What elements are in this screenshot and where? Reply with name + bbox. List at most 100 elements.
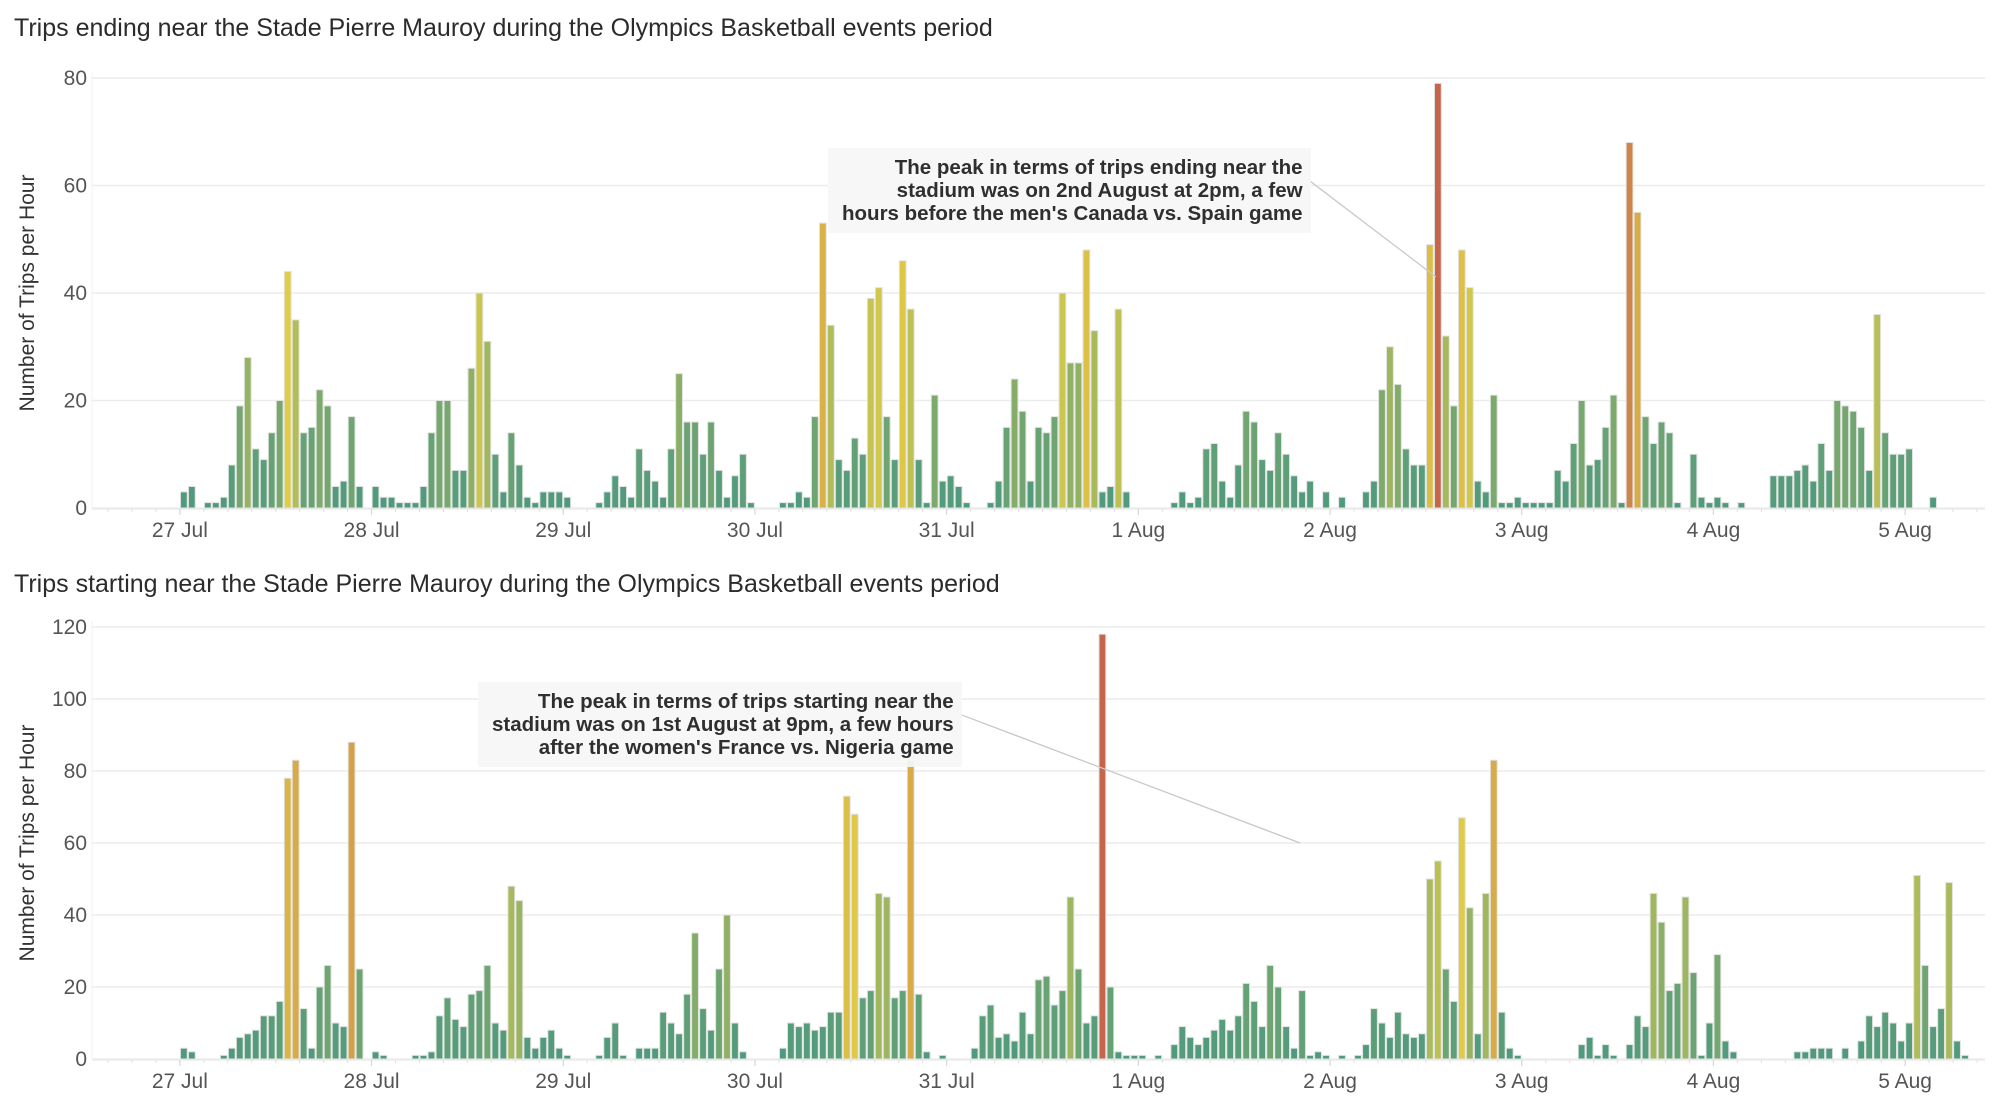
- y-axis-title: Number of Trips per Hour: [16, 175, 39, 412]
- bar: [531, 502, 540, 509]
- chart-trips-starting: Trips starting near the Stade Pierre Mau…: [0, 555, 1999, 1109]
- bar: [1018, 410, 1027, 509]
- bar: [1585, 1036, 1594, 1060]
- bar: [1465, 907, 1474, 1060]
- bar: [1513, 496, 1522, 509]
- bar: [1202, 448, 1211, 509]
- bar: [986, 502, 995, 509]
- bar: [1034, 426, 1043, 509]
- bar: [355, 486, 364, 509]
- bar: [203, 502, 212, 509]
- bar: [1569, 443, 1578, 509]
- bar: [547, 1029, 556, 1060]
- bar: [818, 1026, 827, 1060]
- bar: [1106, 986, 1115, 1060]
- bar: [1601, 426, 1610, 509]
- bar: [1633, 1015, 1642, 1060]
- bar: [1865, 469, 1874, 509]
- bar: [850, 437, 859, 509]
- bar: [435, 1015, 444, 1060]
- y-tick-label: 40: [64, 282, 87, 305]
- bar: [691, 421, 699, 509]
- bar: [1314, 1051, 1322, 1060]
- bar: [1945, 882, 1953, 1060]
- bar: [331, 486, 340, 509]
- bar: [1681, 896, 1690, 1060]
- bar: [1186, 1036, 1195, 1060]
- bar: [1098, 633, 1107, 1060]
- bar: [259, 459, 268, 509]
- bar: [451, 469, 460, 509]
- bar: [1114, 1051, 1123, 1060]
- y-tick-label: 40: [64, 904, 87, 927]
- bar: [1473, 480, 1482, 509]
- bar: [1817, 1047, 1826, 1060]
- annotation-line: after the women's France vs. Nigeria gam…: [538, 736, 954, 759]
- bar: [898, 990, 907, 1060]
- bar: [1697, 496, 1706, 509]
- bar: [1609, 1054, 1618, 1060]
- bar: [403, 502, 412, 509]
- bar: [1050, 416, 1059, 509]
- bar: [603, 1036, 612, 1060]
- bar: [1417, 1033, 1426, 1060]
- bar: [1354, 1054, 1362, 1060]
- bar: [834, 1011, 843, 1060]
- bar: [858, 997, 867, 1060]
- bar: [802, 1022, 811, 1060]
- bar: [347, 416, 356, 509]
- bar: [1585, 464, 1594, 509]
- bar: [1929, 496, 1937, 509]
- bar: [1226, 1029, 1235, 1060]
- x-tick-label: 4 Aug: [1687, 519, 1741, 542]
- bar: [419, 486, 428, 509]
- y-tick-label: 100: [52, 688, 87, 711]
- bar: [810, 416, 819, 509]
- bar: [339, 480, 348, 509]
- bar: [499, 491, 508, 509]
- bar: [611, 1022, 620, 1060]
- bar: [1194, 1044, 1203, 1060]
- bar: [1266, 964, 1275, 1060]
- bar: [1449, 1000, 1458, 1060]
- bar: [1441, 968, 1450, 1060]
- bar: [1378, 389, 1386, 509]
- bar: [243, 1033, 252, 1060]
- bar: [747, 502, 755, 509]
- bar: [635, 448, 644, 509]
- x-tick-label: 1 Aug: [1111, 519, 1165, 542]
- bar: [227, 464, 236, 509]
- bar: [1665, 432, 1674, 509]
- bar: [299, 432, 308, 509]
- bar: [1513, 1054, 1522, 1060]
- bar: [1290, 475, 1298, 509]
- bar: [1801, 464, 1810, 509]
- bar: [1402, 448, 1410, 509]
- bar: [1793, 469, 1802, 509]
- bar: [555, 491, 564, 509]
- bar: [794, 491, 803, 509]
- bar: [187, 1051, 196, 1060]
- bar: [1825, 469, 1834, 509]
- bar: [1282, 1026, 1291, 1060]
- bar: [1481, 892, 1490, 1060]
- bar: [1729, 1051, 1738, 1060]
- bar: [443, 997, 452, 1060]
- bar: [1937, 1008, 1945, 1060]
- bar: [1034, 979, 1043, 1060]
- bar: [1178, 1026, 1187, 1060]
- bar: [1186, 502, 1195, 509]
- bar: [251, 448, 260, 509]
- bar: [1058, 292, 1067, 509]
- bar: [419, 1054, 428, 1060]
- bar: [715, 968, 723, 1060]
- bar: [946, 475, 955, 509]
- bar: [1210, 443, 1219, 509]
- bar: [1657, 921, 1666, 1060]
- bar: [954, 486, 963, 509]
- x-tick-label: 2 Aug: [1303, 1070, 1357, 1093]
- bar: [307, 426, 316, 509]
- bar: [395, 502, 404, 509]
- bar: [1425, 878, 1434, 1060]
- bar: [1282, 453, 1291, 509]
